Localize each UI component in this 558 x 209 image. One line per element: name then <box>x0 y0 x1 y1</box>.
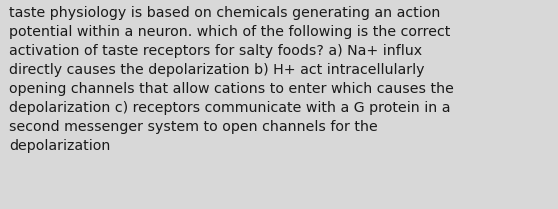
Text: taste physiology is based on chemicals generating an action
potential within a n: taste physiology is based on chemicals g… <box>9 6 454 153</box>
